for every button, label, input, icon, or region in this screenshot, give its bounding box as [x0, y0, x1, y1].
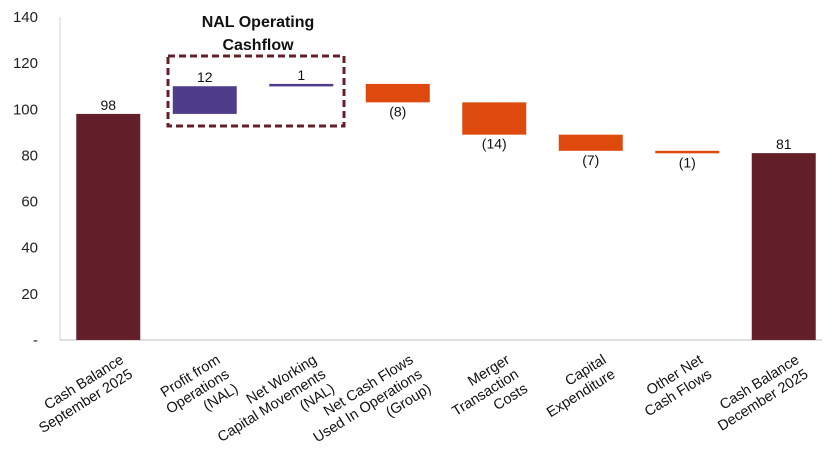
- y-tick-label: 120: [13, 55, 38, 72]
- bar-6: [558, 134, 623, 151]
- data-labels: 98 12 1 (8) (14) (7) (1) 81: [100, 67, 791, 170]
- y-tick-label: 80: [21, 147, 38, 164]
- group-title-line-2: Cashflow: [222, 37, 294, 54]
- bar-8: [751, 153, 816, 340]
- y-axis-ticks: - 20 40 60 80 100 120 140: [13, 9, 38, 349]
- data-label-8: 81: [776, 136, 792, 152]
- category-labels: Cash BalanceSeptember 2025 Profit fromOpe…: [27, 352, 811, 446]
- category-label-6: CapitalExpenditure: [535, 352, 618, 421]
- bar-3: [269, 83, 334, 87]
- data-label-2: 12: [197, 69, 213, 85]
- y-tick-label: -: [33, 332, 38, 349]
- bar-5: [462, 102, 527, 135]
- data-label-4: (8): [389, 103, 406, 119]
- y-tick-label: 20: [21, 286, 38, 303]
- category-label-2: Profit fromOperations(NAL): [155, 352, 242, 432]
- y-tick-label: 100: [13, 101, 38, 118]
- y-tick-label: 60: [21, 194, 38, 211]
- category-label-7: Other NetCash Flows: [633, 352, 715, 420]
- category-label-1: Cash BalanceSeptember 2025: [27, 352, 135, 437]
- nal-operating-cashflow-box: [166, 54, 346, 128]
- bar-4: [365, 83, 430, 103]
- bar-1: [76, 113, 141, 341]
- bar-2: [172, 86, 237, 114]
- data-label-3: 1: [297, 67, 305, 83]
- category-label-8: Cash BalanceDecember 2025: [706, 352, 811, 435]
- bars: [76, 83, 816, 341]
- bar-7: [655, 150, 720, 154]
- data-label-6: (7): [582, 152, 599, 168]
- category-label-5: MergerTransactionCosts: [440, 352, 530, 434]
- group-title-line-1: NAL Operating: [202, 14, 315, 31]
- data-label-1: 98: [100, 97, 116, 113]
- y-tick-label: 40: [21, 240, 38, 257]
- data-label-7: (1): [679, 154, 696, 170]
- y-tick-label: 140: [13, 9, 38, 26]
- data-label-5: (14): [482, 136, 507, 152]
